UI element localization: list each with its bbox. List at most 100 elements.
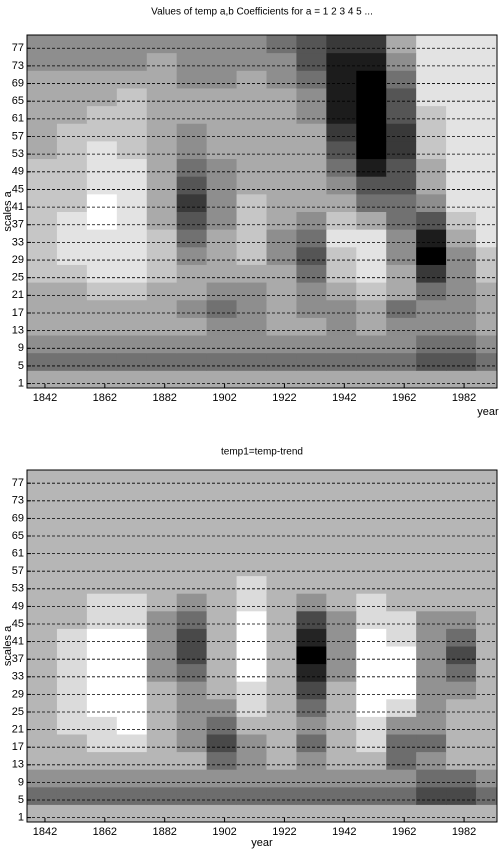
heatmap-cell (266, 87, 297, 107)
heatmap-cell (86, 176, 118, 195)
heatmap-cell (146, 35, 178, 54)
y-axis-label: scales a (2, 625, 14, 666)
heatmap-cell (416, 264, 447, 283)
y-tick-label: 17 (12, 307, 24, 319)
heatmap-cell (27, 734, 58, 753)
heatmap-cell (266, 193, 297, 212)
heatmap-cell (416, 211, 447, 230)
heatmap-cell (326, 246, 357, 265)
heatmap-cell (206, 246, 238, 265)
heatmap-cell (206, 681, 238, 700)
heatmap-cell (386, 264, 417, 283)
heatmap-cell (176, 470, 208, 489)
heatmap-cell (416, 123, 447, 142)
heatmap-cell (176, 87, 208, 107)
x-tick-label: 1922 (272, 826, 296, 838)
heatmap-cell (296, 87, 327, 107)
heatmap-cell (386, 769, 417, 788)
heatmap-cell (86, 751, 118, 770)
heatmap-cell (236, 105, 267, 124)
heatmap-cell (296, 158, 327, 177)
heatmap-cell (416, 158, 447, 177)
y-tick-label: 69 (12, 512, 24, 524)
heatmap-cell (416, 352, 447, 371)
heatmap-cell (446, 470, 477, 489)
heatmap-cell (266, 575, 297, 594)
heatmap-cell (296, 769, 327, 788)
heatmap-cell (356, 663, 387, 682)
heatmap-cell (146, 786, 178, 805)
heatmap-cell (386, 282, 417, 301)
heatmap-cell (236, 35, 267, 54)
heatmap-cell (206, 804, 238, 822)
heatmap-cell (356, 370, 387, 388)
heatmap-cell (146, 370, 178, 388)
heatmap-cell (146, 176, 178, 195)
heatmap-cell (116, 716, 148, 735)
heatmap-cell (236, 158, 267, 177)
heatmap-cell (176, 70, 208, 89)
chart-title: Values of temp a,b Coefficients for a = … (151, 7, 373, 18)
x-tick-label: 1862 (93, 826, 117, 838)
heatmap-cell (446, 698, 477, 717)
heatmap-cell (236, 299, 267, 318)
heatmap-cell (386, 522, 417, 541)
heatmap-cell (386, 299, 417, 318)
heatmap-cell (296, 264, 327, 283)
heatmap-cell (356, 35, 387, 54)
heatmap-cell (446, 335, 477, 354)
heatmap-cell (416, 52, 447, 71)
heatmap-cell (176, 734, 208, 753)
heatmap-cell (176, 299, 208, 318)
heatmap-cell (206, 558, 238, 577)
heatmap-cell (56, 335, 88, 354)
heatmap-cell (146, 575, 178, 594)
heatmap-cell (27, 663, 58, 682)
heatmap-cell (27, 299, 58, 318)
heatmap-cell (476, 335, 497, 354)
heatmap-cell (56, 470, 88, 489)
heatmap-cell (266, 470, 297, 489)
axes-box (26, 34, 498, 389)
heatmap-cell (386, 105, 417, 124)
heatmap-cell (326, 123, 357, 142)
heatmap-cell (146, 505, 178, 524)
heatmap-cell (416, 751, 447, 770)
heatmap-cell (356, 105, 387, 124)
heatmap-cell (27, 370, 58, 388)
heatmap-cell (206, 264, 238, 283)
heatmap-cell (146, 540, 178, 559)
heatmap-cell (236, 229, 267, 248)
heatmap-cell (386, 804, 417, 822)
heatmap-cell (146, 52, 178, 71)
heatmap-cell (56, 681, 88, 700)
heatmap-cell (476, 698, 497, 717)
heatmap-cell (206, 646, 238, 665)
heatmap-cell (86, 229, 118, 248)
heatmap-cell (266, 540, 297, 559)
heatmap-cell (236, 769, 267, 788)
heatmap-cell (296, 229, 327, 248)
heatmap-cell (86, 628, 118, 647)
heatmap-cell (416, 575, 447, 594)
chart-title: temp1=temp-trend (221, 447, 303, 458)
heatmap-cell (206, 751, 238, 770)
heatmap-cell (416, 487, 447, 506)
y-tick-label: 61 (12, 548, 24, 560)
heatmap-cell (236, 786, 267, 805)
heatmap-cell (146, 716, 178, 735)
heatmap-cell (416, 522, 447, 541)
heatmap-cell (416, 540, 447, 559)
heatmap-cell (86, 299, 118, 318)
heatmap-cell (326, 105, 357, 124)
y-tick-label: 25 (12, 272, 24, 284)
heatmap-cell (416, 193, 447, 212)
heatmap-cell (146, 698, 178, 717)
heatmap-cell (386, 35, 417, 54)
heatmap-cell (446, 229, 477, 248)
heatmap-cell (296, 246, 327, 265)
heatmap-cell (266, 140, 297, 160)
heatmap-cell (476, 352, 497, 371)
x-tick-label: 1942 (332, 392, 356, 404)
heatmap-cell (86, 52, 118, 71)
